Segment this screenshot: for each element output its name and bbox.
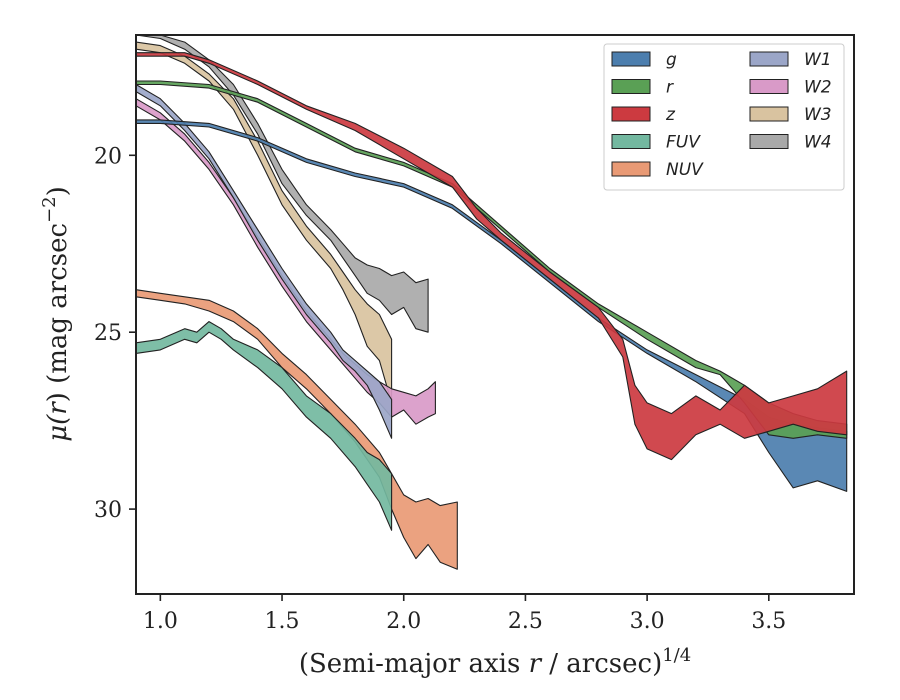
legend-swatch-w1 [749,51,789,67]
y-tick-label: 20 [94,144,122,169]
legend-label-w1: W1 [804,50,832,70]
legend-swatch-w3 [749,106,789,122]
y-axis-label: μ(r) (mag arcsec−2) [39,186,73,442]
plot-frame [135,34,855,595]
x-tick-label: 2.0 [386,609,421,634]
x-tick-label: 1.0 [143,609,178,634]
band-w4 [135,34,429,333]
legend-swatch-w4 [749,134,789,149]
y-axis: 20 25 30 [94,144,136,523]
legend-swatch-nuv [611,161,651,177]
x-tick-label: 2.5 [508,609,543,634]
legend: grz FUV NUV W1 W2 W3 W4 [603,43,845,191]
legend-label-r: r [666,78,674,98]
x-tick-label: 1.5 [265,609,300,634]
legend-swatch-r [611,79,651,94]
x-tick-label: 3.0 [630,609,665,634]
profile-bands [135,34,848,570]
legend-label-w2: W2 [804,78,832,98]
band-w3 [135,41,393,404]
legend-swatch-g [611,51,651,67]
band-w1 [135,83,393,439]
band-fuv [135,321,393,531]
x-tick-label: 3.5 [751,609,786,634]
legend-label-g: g [666,50,677,70]
band-z [135,52,848,461]
band-nuv [135,289,458,570]
legend-label-nuv: NUV [666,160,704,180]
legend-swatch-w2 [749,79,789,94]
x-axis-label: (Semi-major axis r / arcsec)1/4 [299,645,691,679]
legend-label-z: z [665,105,676,125]
legend-label-w3: W3 [804,105,832,125]
legend-swatch-z [611,106,651,122]
band-g [135,119,848,492]
legend-swatch-fuv [611,134,651,149]
legend-label-w4: W4 [804,133,832,153]
legend-label-fuv: FUV [666,133,701,153]
x-axis: 1.0 1.5 2.0 2.5 3.0 3.5 [143,594,786,634]
y-tick-label: 25 [94,321,122,346]
band-r [135,80,848,439]
y-tick-label: 30 [94,498,122,523]
